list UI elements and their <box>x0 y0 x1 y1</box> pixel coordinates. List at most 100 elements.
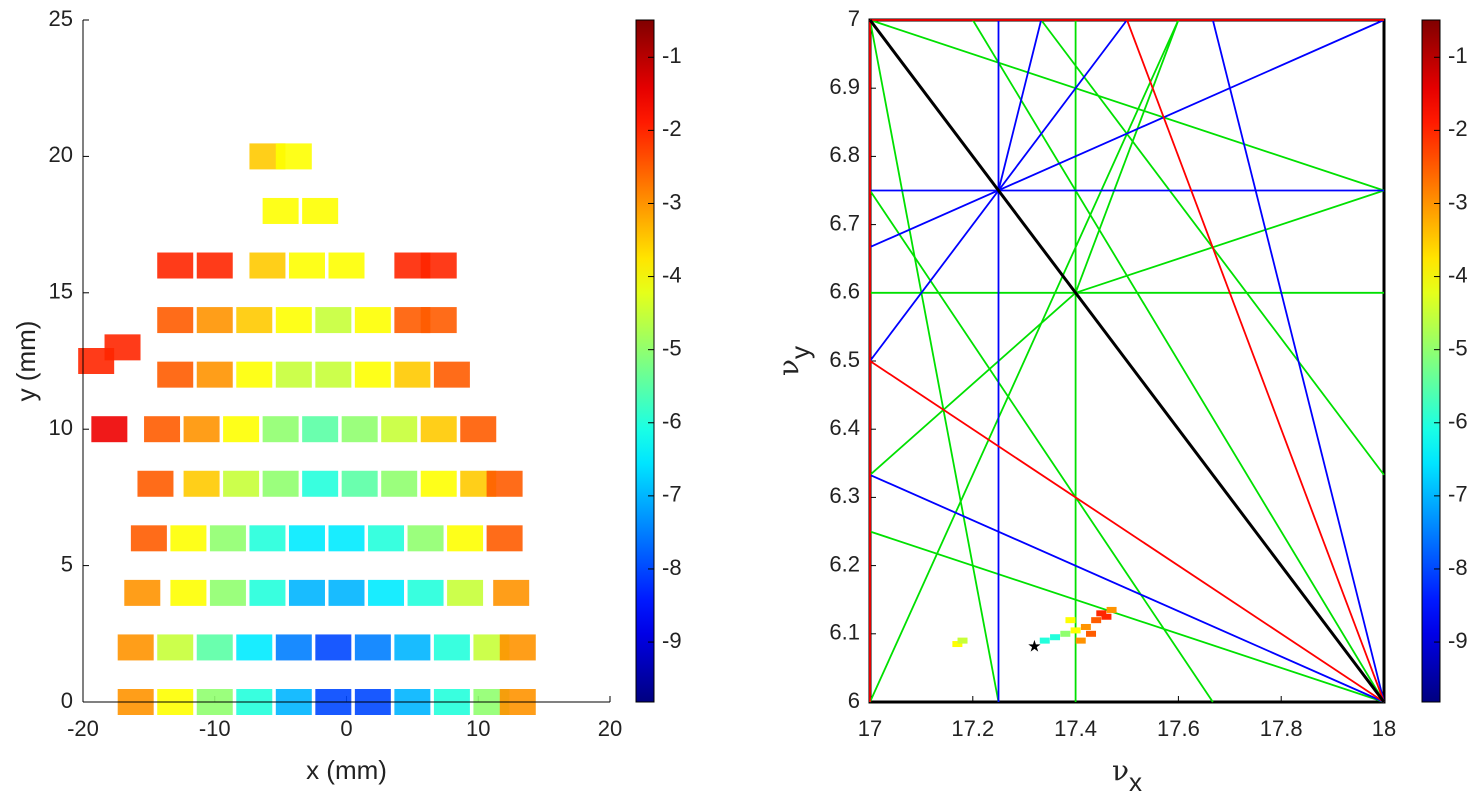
colorbar-tick-label: -1 <box>662 43 682 68</box>
point <box>1050 634 1061 641</box>
colorbar-tick-label: -2 <box>662 116 682 141</box>
point <box>302 197 339 224</box>
colorbar-tick-label: -2 <box>1448 116 1468 141</box>
x-tick-label: 17.6 <box>1157 716 1200 741</box>
point <box>249 579 286 606</box>
colorbar-tick-label: -5 <box>662 335 682 360</box>
point <box>381 416 418 443</box>
point <box>288 252 325 279</box>
point <box>249 525 286 552</box>
colorbar-tick-label: -3 <box>1448 189 1468 214</box>
point <box>1060 630 1071 637</box>
y-tick-label: 20 <box>49 142 73 167</box>
colorbar-tick-label: -9 <box>1448 628 1468 653</box>
x-tick-label: -20 <box>67 716 99 741</box>
point <box>315 634 352 661</box>
point <box>209 525 246 552</box>
point <box>196 307 233 334</box>
point <box>302 416 339 443</box>
point <box>236 307 273 334</box>
point <box>407 579 444 606</box>
y-axis-label: νy <box>772 346 815 376</box>
point <box>262 416 299 443</box>
colorbar-tick-label: -7 <box>1448 482 1468 507</box>
point <box>1106 606 1117 613</box>
point <box>407 525 444 552</box>
label-symbol: ν <box>1112 754 1129 787</box>
point <box>341 416 378 443</box>
point <box>368 579 405 606</box>
point <box>354 634 391 661</box>
point <box>957 637 968 644</box>
point <box>499 634 536 661</box>
point <box>381 470 418 497</box>
colorbar-tick-label: -4 <box>662 262 682 287</box>
y-tick-label: 6.3 <box>829 483 860 508</box>
point <box>223 416 260 443</box>
point <box>144 416 181 443</box>
y-tick-label: 5 <box>61 551 73 576</box>
point <box>157 307 194 334</box>
point <box>1091 617 1102 624</box>
point <box>137 470 174 497</box>
resonance-line <box>1126 19 1385 703</box>
resonance-line <box>1074 19 1180 294</box>
point <box>433 634 470 661</box>
point <box>341 470 378 497</box>
colorbar-tick-label: -7 <box>662 482 682 507</box>
point <box>328 579 365 606</box>
point <box>394 361 431 388</box>
colorbar-tick-label: -6 <box>662 409 682 434</box>
colorbar-tick-label: -3 <box>662 189 682 214</box>
point <box>1096 610 1107 617</box>
star-marker: ★ <box>1027 639 1041 656</box>
point <box>354 307 391 334</box>
colorbar <box>1421 19 1441 703</box>
point <box>394 634 431 661</box>
x-tick-label: 10 <box>466 716 490 741</box>
point <box>117 634 154 661</box>
x-tick-label: 20 <box>598 716 622 741</box>
point <box>157 634 194 661</box>
point <box>368 525 405 552</box>
colorbar-tick-label: -6 <box>1448 409 1468 434</box>
point <box>275 307 312 334</box>
resonance-line <box>1211 19 1385 703</box>
point <box>328 252 365 279</box>
y-tick-label: 6.5 <box>829 347 860 372</box>
point <box>1039 637 1050 644</box>
point <box>420 470 457 497</box>
colorbar-tick-label: -1 <box>1448 43 1468 68</box>
point <box>433 361 470 388</box>
y-tick-label: 25 <box>49 6 73 31</box>
point <box>447 579 484 606</box>
point <box>183 416 220 443</box>
label-subscript: y <box>785 346 815 359</box>
point <box>1080 623 1091 630</box>
x-tick-label: 17 <box>858 716 882 741</box>
resonance-line <box>869 19 1385 248</box>
point <box>209 579 246 606</box>
point <box>183 470 220 497</box>
point <box>249 252 286 279</box>
x-tick-label: 0 <box>340 716 352 741</box>
resonance-line <box>869 19 1000 703</box>
point <box>262 197 299 224</box>
point <box>1075 637 1086 644</box>
y-axis-label: y (mm) <box>11 321 41 402</box>
point <box>196 252 233 279</box>
point <box>157 252 194 279</box>
point <box>170 525 207 552</box>
point <box>1086 630 1097 637</box>
label-subscript: x <box>1129 767 1142 797</box>
x-tick-label: 17.8 <box>1260 716 1303 741</box>
resonance-line <box>869 474 1385 703</box>
point <box>952 641 963 648</box>
colorbar-tick-label: -8 <box>662 555 682 580</box>
resonance-line <box>869 189 1214 703</box>
point <box>315 307 352 334</box>
point <box>420 307 457 334</box>
colorbar-tick-label: -8 <box>1448 555 1468 580</box>
colorbar <box>635 19 655 703</box>
